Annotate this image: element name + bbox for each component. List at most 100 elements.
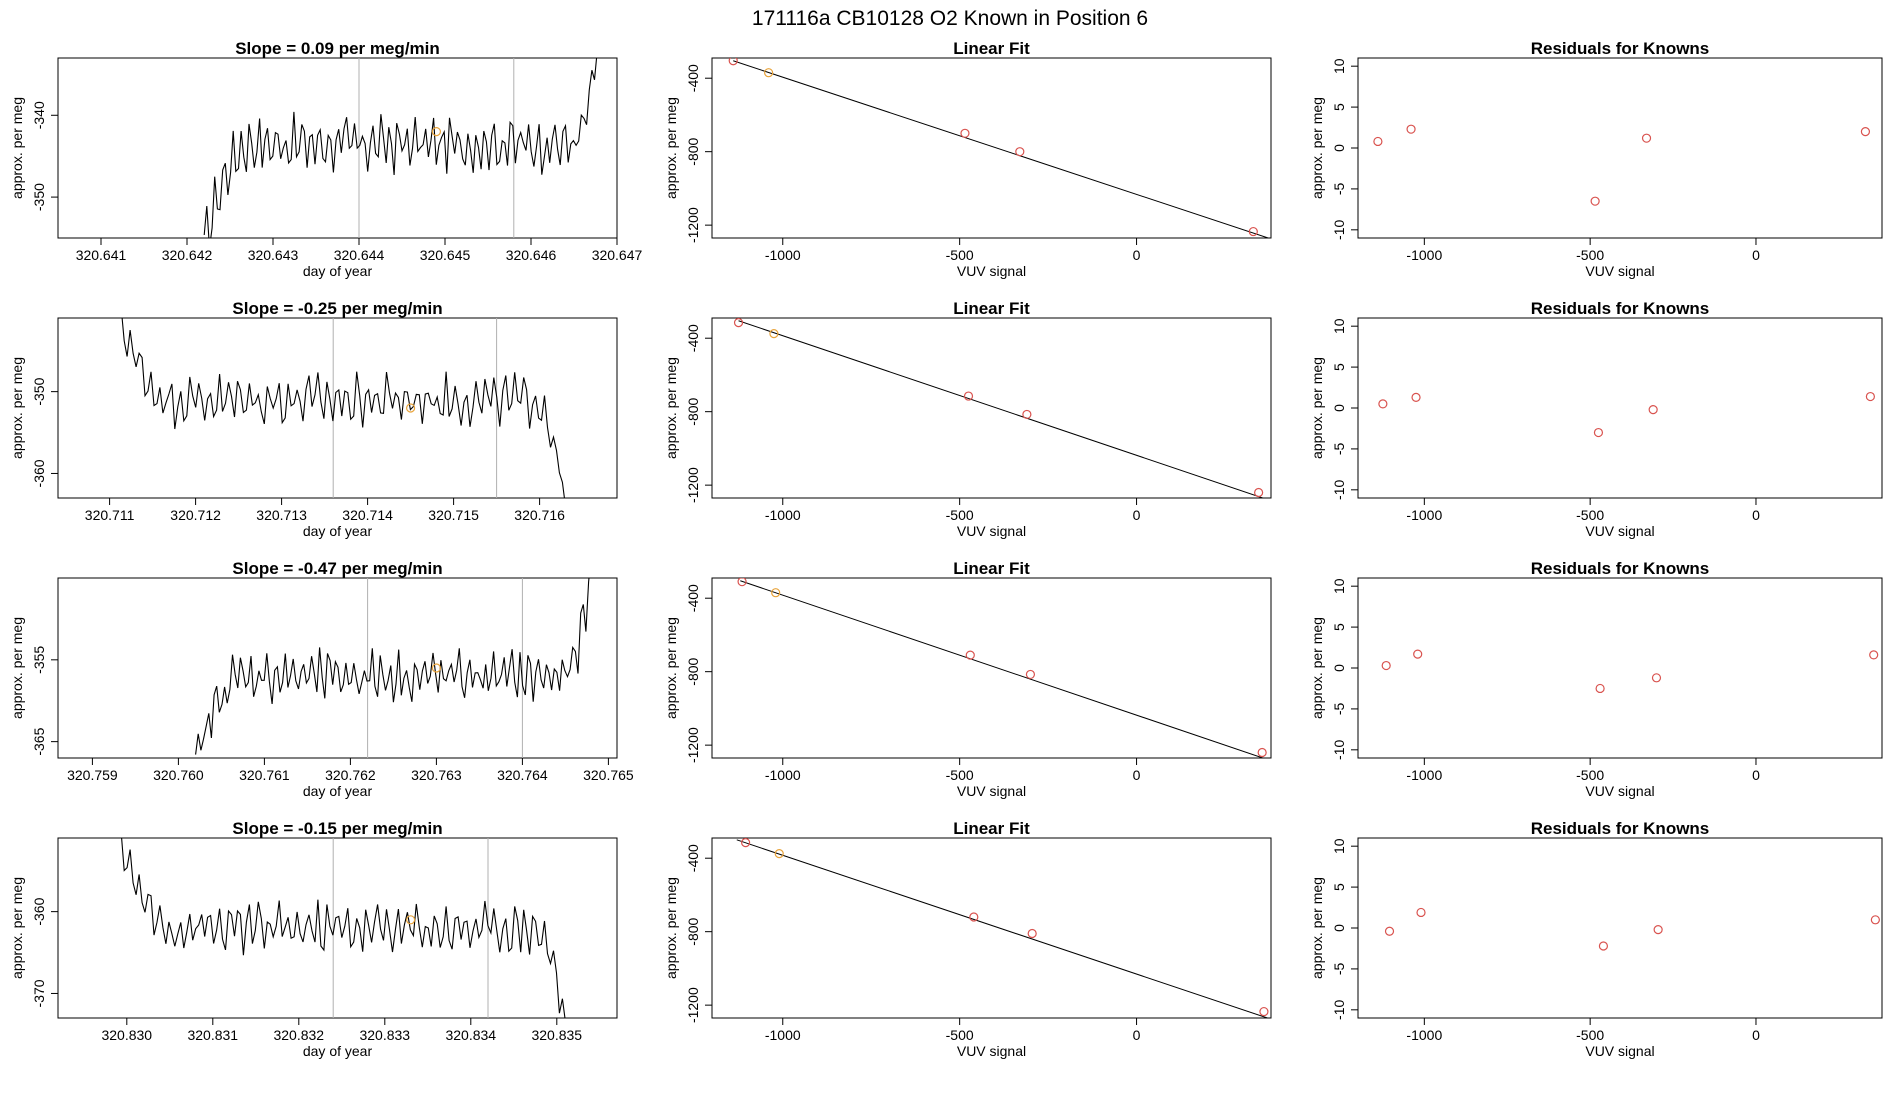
y-tick-label: -10 — [1331, 739, 1347, 759]
residual-point — [1595, 683, 1605, 694]
x-tick-label: 0 — [1133, 507, 1141, 523]
fit-point — [764, 68, 774, 78]
plot-area — [195, 578, 590, 758]
x-axis-label: day of year — [303, 523, 373, 539]
plot-frame — [711, 57, 1272, 239]
residual-point — [1860, 127, 1871, 137]
residual-point — [1373, 136, 1383, 147]
y-tick-label: 10 — [1331, 58, 1347, 74]
fit-line — [740, 580, 1265, 758]
x-tick-label: 0 — [1752, 507, 1760, 523]
x-tick-label: 320.714 — [342, 507, 393, 523]
y-tick-label: -800 — [685, 657, 701, 685]
x-tick-label: 0 — [1752, 767, 1760, 783]
y-tick-label: -370 — [31, 979, 47, 1007]
y-tick-label: -340 — [31, 101, 47, 129]
x-tick-label: 320.759 — [67, 767, 118, 783]
plot-frame — [57, 57, 618, 239]
x-tick-label: -500 — [946, 507, 974, 523]
x-tick-label: 320.642 — [162, 247, 213, 263]
y-tick-label: 10 — [1331, 578, 1347, 594]
residuals-panel-row1: Residuals for Knowns -1000 -500 0 VUV signal… — [1309, 39, 1883, 279]
x-axis-label: day of year — [303, 783, 373, 799]
y-tick-label: -1200 — [685, 727, 701, 763]
x-tick-label: 320.715 — [428, 507, 479, 523]
known-marker — [431, 127, 441, 137]
y-tick-label: -355 — [31, 646, 47, 674]
x-tick-label: 320.760 — [153, 767, 204, 783]
x-tick-label: 320.645 — [420, 247, 471, 263]
y-tick-label: -400 — [685, 584, 701, 612]
x-tick-label: -1000 — [1406, 1027, 1442, 1043]
timeseries-title: Slope = -0.15 per meg/min — [232, 819, 442, 838]
residuals-panel-row2: Residuals for Knowns -1000 -500 0 VUV signal… — [1309, 299, 1883, 539]
known-marker — [406, 403, 416, 413]
residuals-panel-row4: Residuals for Knowns -1000 -500 0 VUV signal… — [1309, 819, 1883, 1059]
residuals-title: Residuals for Knowns — [1531, 559, 1710, 578]
y-tick-label: 0 — [1331, 404, 1347, 412]
y-tick-label: 10 — [1331, 838, 1347, 854]
y-tick-label: -360 — [31, 897, 47, 925]
x-tick-label: 320.647 — [592, 247, 643, 263]
fit-line — [736, 839, 1268, 1018]
timeseries-panel-row3: Slope = -0.47 per meg/min 320.759 320.760 3… — [9, 559, 634, 799]
residuals-title: Residuals for Knowns — [1531, 819, 1710, 838]
timeseries-title: Slope = -0.47 per meg/min — [232, 559, 442, 578]
x-axis-label: day of year — [303, 263, 373, 279]
x-tick-label: 320.764 — [497, 767, 548, 783]
linear-fit-title: Linear Fit — [953, 559, 1030, 578]
x-tick-label: -1000 — [765, 247, 801, 263]
plot-frame — [1357, 837, 1883, 1019]
fit-point — [1022, 409, 1032, 420]
y-axis-label: approx. per meg — [663, 97, 679, 199]
y-tick-label: -800 — [685, 397, 701, 425]
x-tick-label: -1000 — [1406, 767, 1442, 783]
x-tick-label: 320.761 — [239, 767, 290, 783]
plot-frame — [57, 577, 618, 759]
timeseries-panel-row4: Slope = -0.15 per meg/min 320.830 320.831 3… — [9, 819, 618, 1059]
plot-frame — [1357, 57, 1883, 239]
page-title: 171116a CB10128 O2 Known in Position 6 — [752, 7, 1148, 30]
y-tick-label: -10 — [1331, 479, 1347, 499]
residual-point — [1648, 405, 1658, 415]
residuals-title: Residuals for Knowns — [1531, 39, 1710, 58]
y-tick-label: -10 — [1331, 219, 1347, 239]
x-tick-label: -500 — [1576, 247, 1604, 263]
x-tick-label: 320.763 — [411, 767, 462, 783]
y-axis-label: approx. per meg — [1309, 97, 1325, 199]
x-tick-label: 0 — [1752, 247, 1760, 263]
y-tick-label: -350 — [31, 377, 47, 405]
y-tick-label: -400 — [685, 64, 701, 92]
plot-area — [121, 838, 566, 1018]
x-tick-label: 320.713 — [256, 507, 307, 523]
x-axis-label: VUV signal — [957, 263, 1026, 279]
residuals-panel-row3: Residuals for Knowns -1000 -500 0 VUV signal… — [1309, 559, 1883, 799]
residual-point — [1653, 925, 1663, 935]
x-axis-label: VUV signal — [1585, 263, 1654, 279]
x-tick-label: -1000 — [765, 767, 801, 783]
x-axis-label: day of year — [303, 1043, 373, 1059]
y-tick-label: -800 — [685, 137, 701, 165]
plot-area — [733, 318, 1265, 498]
y-axis-label: approx. per meg — [9, 617, 25, 719]
fit-point — [1259, 1006, 1269, 1017]
fit-point — [1025, 669, 1036, 680]
x-tick-label: 0 — [1133, 1027, 1141, 1043]
fit-point — [965, 650, 975, 660]
x-tick-label: 320.835 — [531, 1027, 582, 1043]
fit-point — [728, 58, 738, 66]
y-tick-label: -360 — [31, 459, 47, 487]
fit-point — [960, 128, 970, 138]
timeseries-title: Slope = -0.25 per meg/min — [232, 299, 442, 318]
fit-point — [1248, 226, 1258, 237]
fit-point — [1015, 147, 1025, 157]
x-tick-label: 0 — [1133, 247, 1141, 263]
y-axis-label: approx. per meg — [663, 877, 679, 979]
y-tick-label: -5 — [1331, 702, 1347, 715]
known-marker — [406, 915, 416, 925]
plot-area — [1384, 907, 1880, 951]
plot-grid: Slope = 0.09 per meg/min 320.641 320.642 32… — [9, 39, 1883, 1059]
x-tick-label: 320.643 — [248, 247, 299, 263]
residual-point — [1411, 392, 1421, 402]
